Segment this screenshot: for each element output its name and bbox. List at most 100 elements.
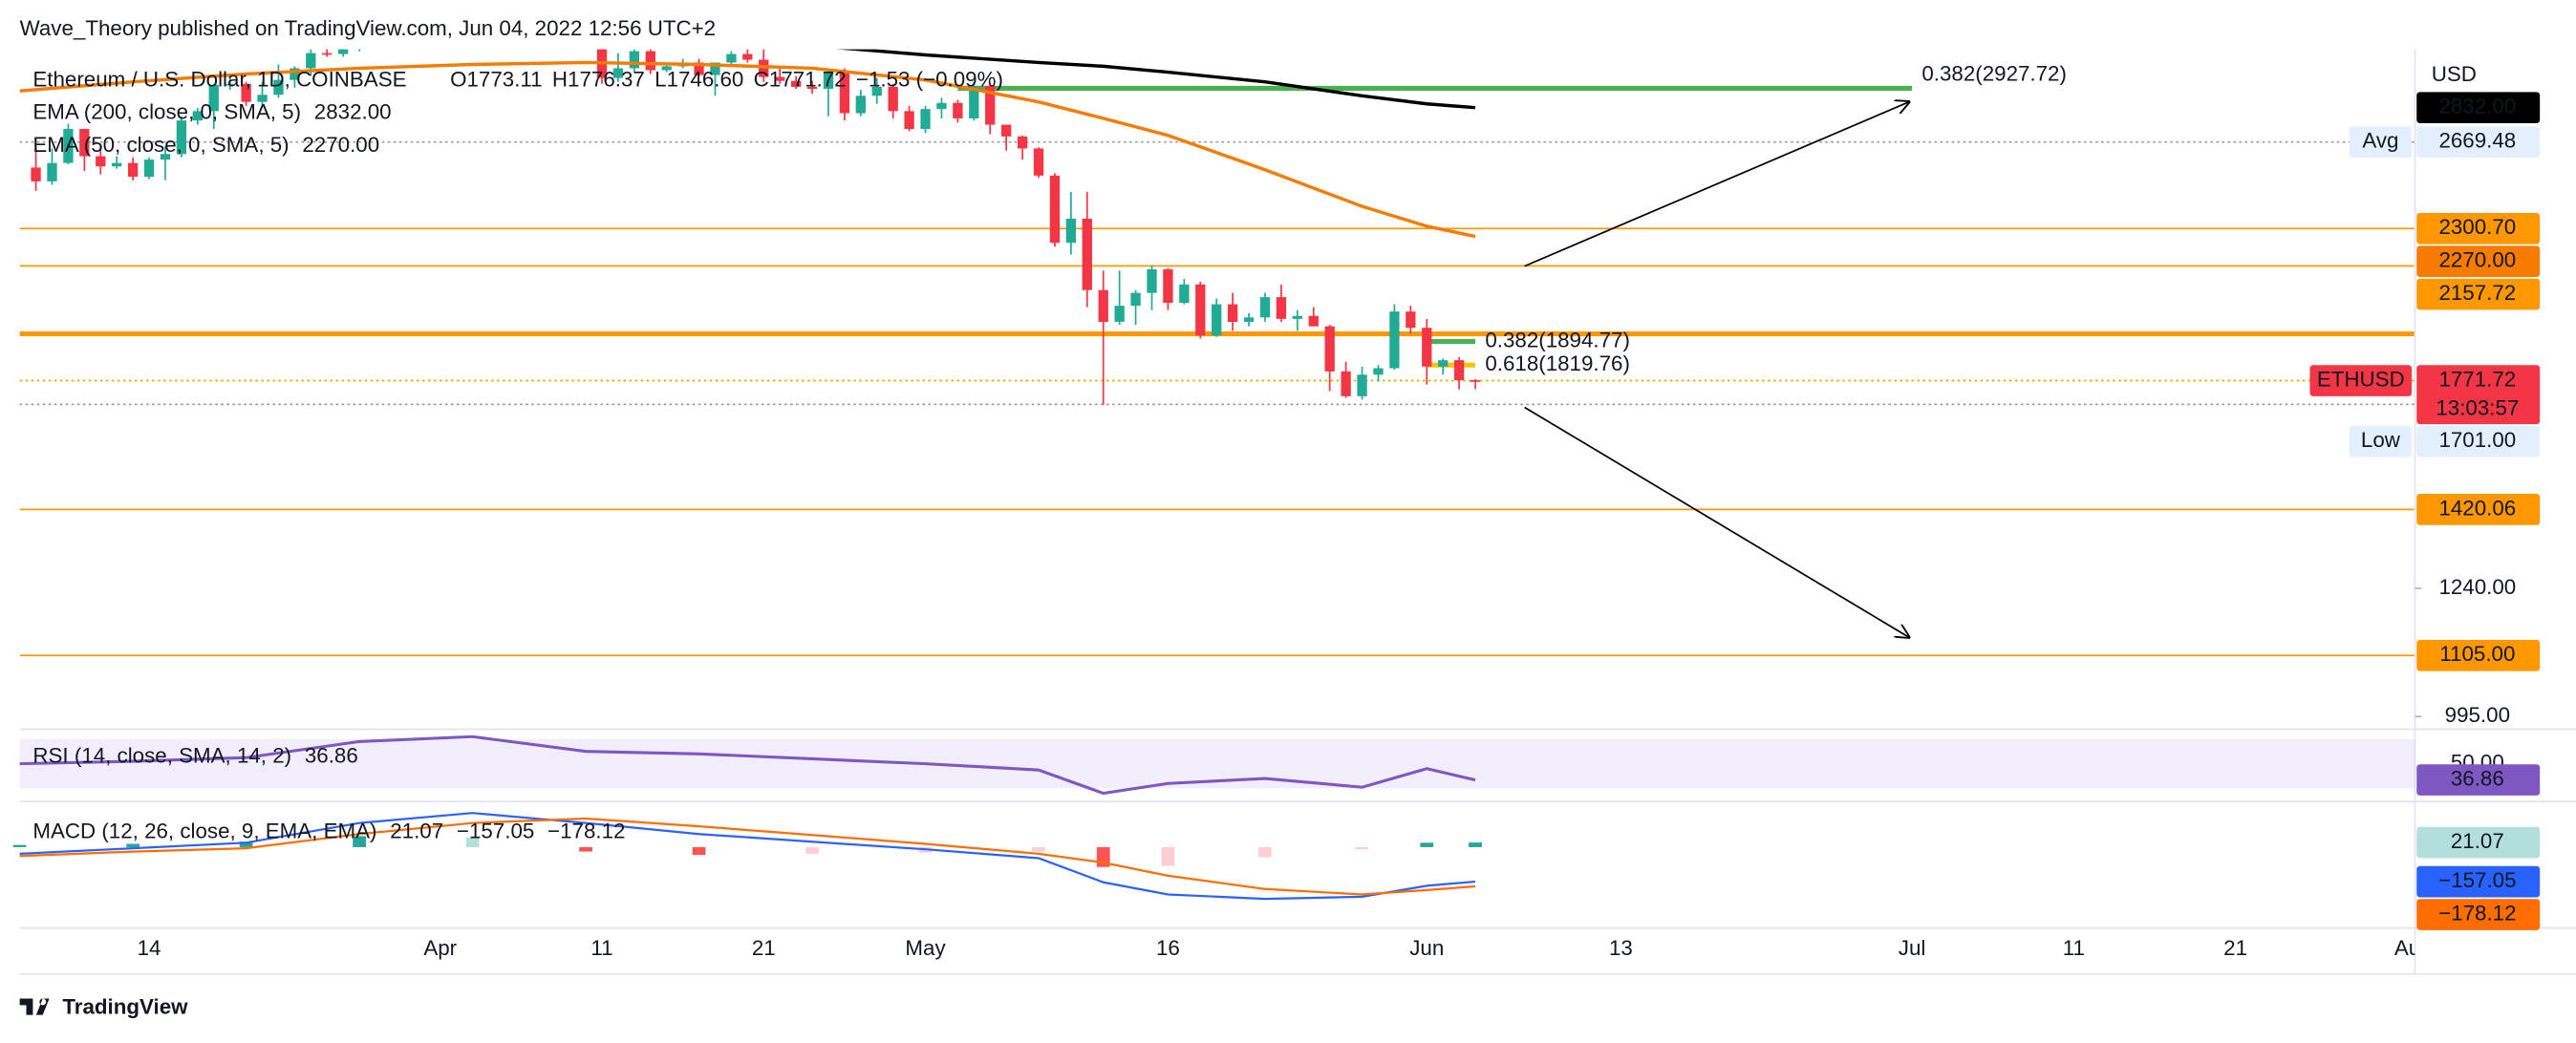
price-label: 2300.70	[2438, 215, 2516, 239]
macd-value-label: 21.07	[2451, 829, 2504, 853]
x-tick-label: 14	[138, 936, 161, 960]
x-tick-label: 21	[752, 936, 776, 960]
rsi-value: 36.86	[305, 744, 358, 768]
price-tag: ETHUSD	[2317, 367, 2405, 391]
candle-body	[645, 51, 655, 71]
macd-value-label: −178.12	[2438, 901, 2516, 925]
candle-body	[629, 51, 640, 69]
macd-histogram-bar	[239, 841, 253, 847]
candle-body	[208, 84, 219, 112]
arrow-down	[1524, 406, 1909, 638]
macd-value: 21.07	[390, 820, 443, 843]
x-tick-label: May	[905, 936, 946, 960]
macd-line	[19, 812, 1476, 901]
candle-body	[257, 95, 268, 102]
rsi-value-label: 36.86	[2451, 766, 2504, 790]
candle-body	[322, 53, 333, 55]
fib-label: 0.618(1819.76)	[1485, 351, 1630, 375]
candle-body	[1195, 284, 1206, 336]
price-label-box	[2416, 365, 2541, 425]
price-label-box	[2416, 245, 2541, 278]
arrow-up	[1524, 102, 1909, 267]
macd-value: −157.05	[457, 820, 534, 843]
price-pane	[19, 49, 2415, 657]
price-label: 1420.06	[2438, 496, 2516, 520]
ema-line	[19, 60, 1476, 239]
candle-body	[1308, 315, 1319, 327]
price-label-box	[2416, 126, 2541, 159]
price-tag: Low	[2361, 428, 2401, 452]
price-label-box	[2416, 639, 2541, 671]
candle-body	[1389, 311, 1400, 369]
candle-body	[1049, 175, 1061, 244]
macd-value-box	[2416, 826, 2541, 859]
macd-name: MACD (12, 26, close, 9, EMA, EMA)	[32, 820, 376, 843]
macd-histogram-bar	[126, 843, 140, 847]
candle-body	[1017, 136, 1028, 149]
currency: USD	[2432, 62, 2477, 86]
candle-body	[742, 53, 753, 60]
price-label: 1771.72	[2438, 367, 2516, 391]
x-tick-label: 16	[1156, 936, 1180, 960]
ema-line	[838, 49, 1476, 110]
x-tick-label: 13	[1609, 936, 1633, 960]
price-label: 2669.48	[2438, 129, 2516, 153]
candle-body	[127, 162, 139, 178]
candle-body	[1422, 328, 1432, 367]
price-label-sub: 13:03:57	[2436, 396, 2519, 420]
x-tick-label: Aug	[2394, 936, 2433, 960]
candle-body	[1324, 326, 1335, 372]
macd-histogram-bar	[1258, 846, 1272, 858]
candle-body	[143, 160, 155, 178]
candle-body	[888, 86, 898, 112]
price-tag-box	[2349, 425, 2413, 458]
candle-body	[1212, 304, 1222, 336]
macd-value: −178.12	[547, 820, 625, 843]
x-tick-label: Jun	[1409, 936, 1444, 960]
candle-body	[1406, 311, 1416, 329]
candle-body	[96, 156, 106, 167]
candle-body	[985, 85, 996, 125]
x-axis: 14 Apr 11 21 May 16 Jun 13 Jul 11 21 Aug	[138, 936, 2433, 960]
candle-body	[273, 79, 284, 96]
x-tick-label: Apr	[423, 936, 457, 960]
candle-body	[225, 83, 235, 86]
macd-histogram-bar	[1420, 842, 1434, 847]
ohlc-label: −1.53 (−0.09%)	[856, 67, 1003, 91]
candle-body	[726, 53, 737, 63]
ohlc-label: O1773.11	[450, 67, 543, 91]
candle-body	[31, 167, 41, 181]
candle-body	[920, 109, 931, 130]
price-label: 1701.00	[2438, 428, 2516, 452]
macd-histogram-bar	[465, 837, 480, 847]
price-label-box	[2416, 92, 2541, 123]
candle-body	[1001, 124, 1012, 137]
fib-label: 0.382(2927.72)	[1921, 62, 2067, 86]
candle-body	[790, 80, 802, 87]
candle-body	[1470, 380, 1481, 382]
candle-body	[241, 83, 251, 102]
macd-histogram-bar	[1161, 846, 1175, 866]
price-label-box	[2416, 425, 2541, 458]
ohlc-label: C1771.72	[754, 67, 847, 91]
rsi-name: RSI (14, close, SMA, 14, 2)	[32, 744, 291, 768]
candle-body	[1276, 297, 1287, 319]
candle-body	[775, 76, 785, 81]
candle-body	[192, 111, 203, 121]
x-tick-label: 21	[2223, 936, 2247, 960]
candle-body	[112, 162, 122, 167]
ohlc-label: L1746.60	[655, 67, 743, 91]
y-tick-label: 1240.00	[2438, 575, 2516, 599]
macd-histogram-bar	[1355, 846, 1369, 850]
x-tick-label: Jul	[1899, 936, 1926, 960]
candle-body	[1259, 297, 1271, 318]
candle-body	[1438, 360, 1449, 367]
price-label: 2157.72	[2438, 281, 2516, 305]
macd-histogram-bar	[1469, 842, 1482, 847]
candle-body	[63, 129, 74, 163]
price-label-box	[2416, 212, 2541, 245]
candle-body	[806, 86, 818, 89]
price-label-box	[2416, 278, 2541, 310]
